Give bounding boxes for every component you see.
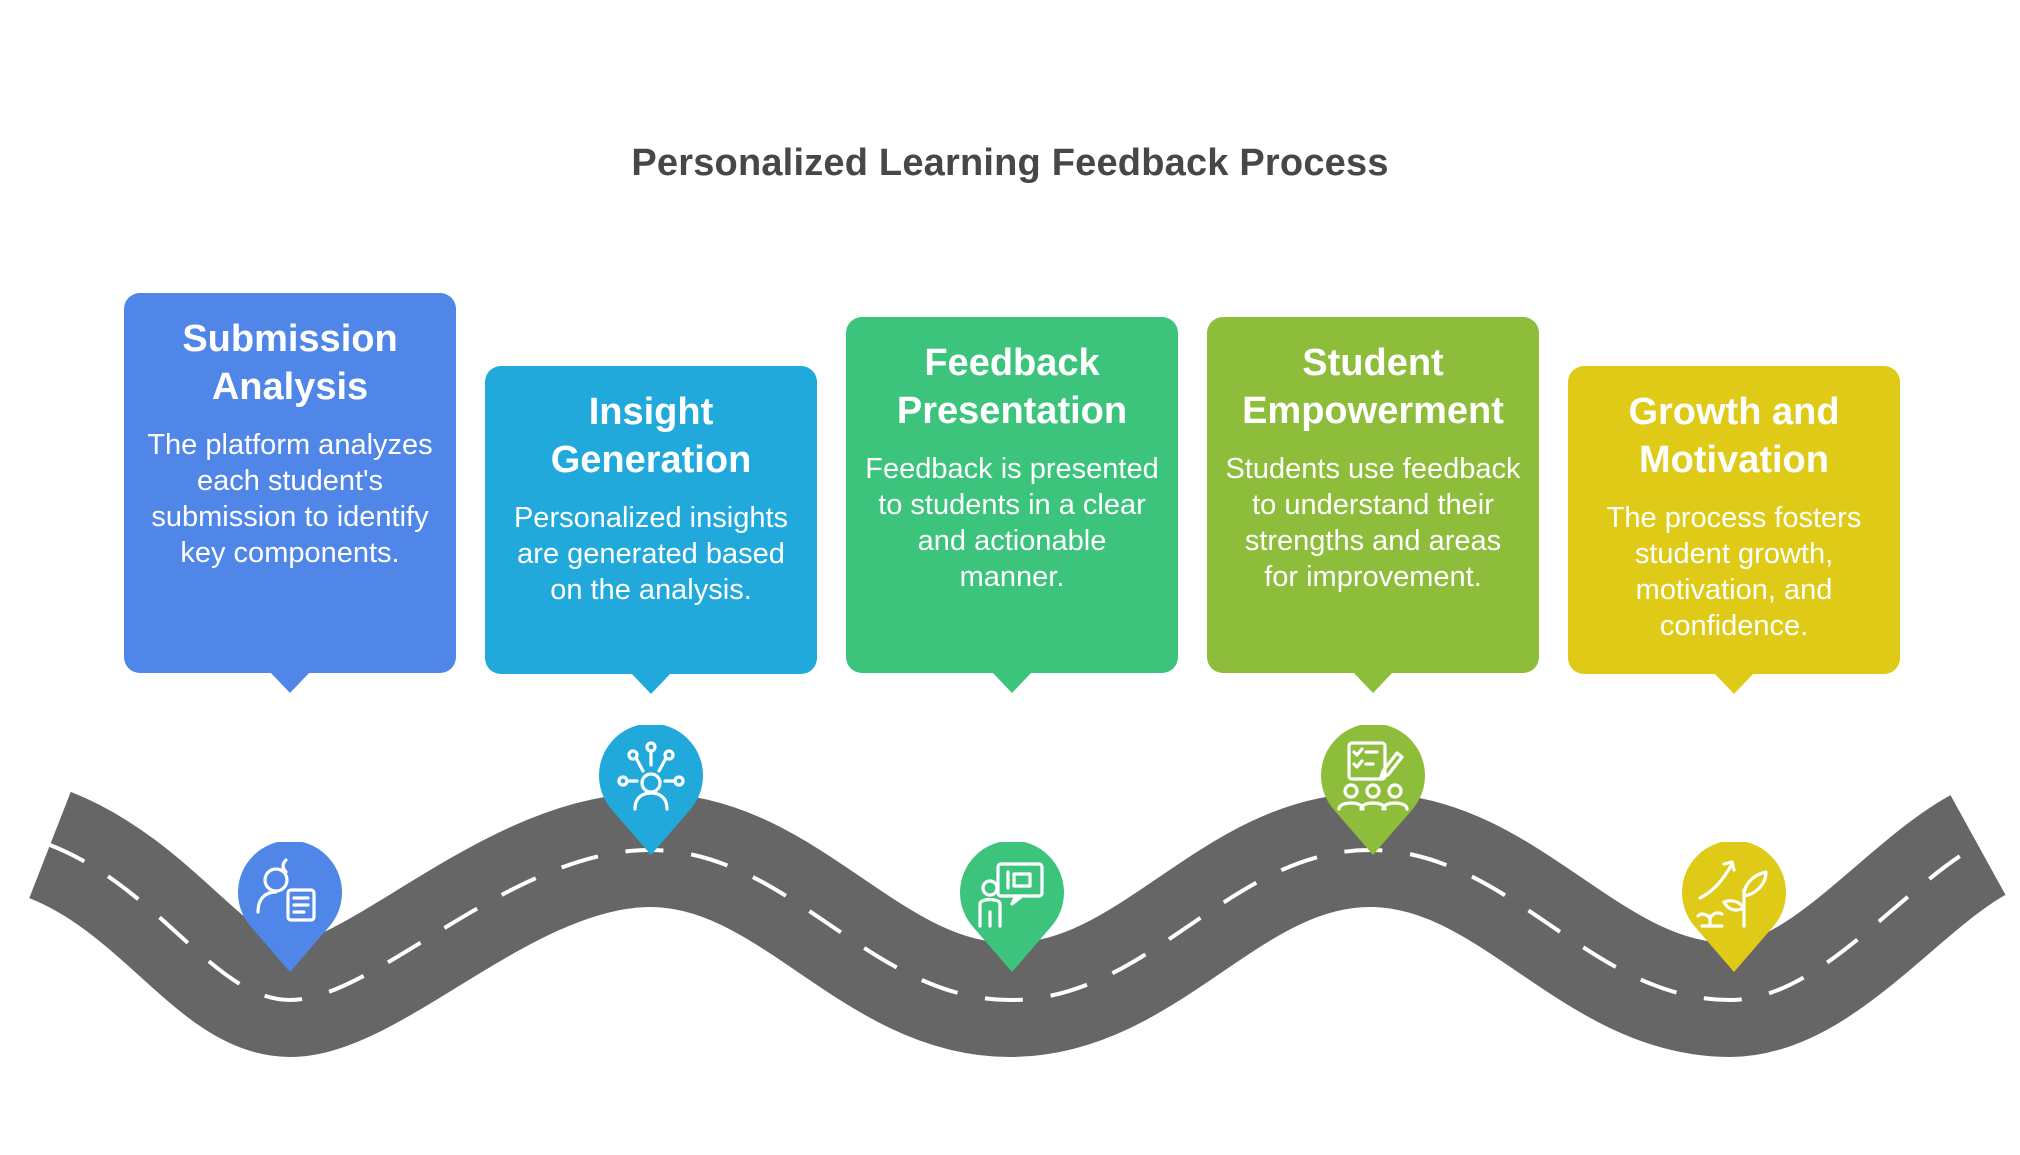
step-card-feedback-presentation: Feedback Presentation Feedback is presen…: [846, 317, 1178, 693]
map-pin-student-empowerment: [1321, 725, 1425, 855]
card-pointer: [270, 672, 310, 693]
checklist-group-icon: [1337, 741, 1409, 811]
map-pin-submission-analysis: [238, 842, 342, 972]
step-card-submission-analysis: Submission Analysis The platform analyze…: [124, 293, 456, 693]
step-title: Feedback Presentation: [896, 342, 1128, 432]
diagram-title: Personalized Learning Feedback Process: [631, 142, 1389, 184]
user-document-icon: [256, 858, 316, 922]
step-title: Student Empowerment: [1242, 342, 1504, 432]
card-pointer: [1714, 673, 1754, 694]
network-person-icon: [617, 741, 685, 811]
road-center-line: [49, 843, 1979, 1003]
step-title: Insight Generation: [550, 391, 752, 481]
presentation-person-icon: [978, 862, 1044, 928]
step-description: The platform analyzes each student's sub…: [147, 429, 433, 569]
step-description: Feedback is presented to students in a c…: [865, 453, 1159, 593]
step-title: Growth and Motivation: [1628, 391, 1840, 481]
step-description: The process fosters student growth, moti…: [1606, 502, 1862, 642]
map-pin-growth-and-motivation: [1682, 842, 1786, 972]
card-pointer: [1353, 672, 1393, 693]
growing-plant-icon: [1696, 860, 1768, 928]
step-card-student-empowerment: Student Empowerment Students use feedbac…: [1207, 317, 1539, 693]
map-pin-feedback-presentation: [960, 842, 1064, 972]
step-title: Submission Analysis: [182, 318, 398, 408]
map-pin-insight-generation: [599, 725, 703, 855]
card-pointer: [631, 673, 671, 694]
step-description: Students use feedback to understand thei…: [1225, 453, 1521, 593]
step-description: Personalized insights are generated base…: [513, 502, 789, 606]
card-pointer: [992, 672, 1032, 693]
step-card-insight-generation: Insight Generation Personalized insights…: [485, 366, 817, 694]
step-card-growth-and-motivation: Growth and Motivation The process foster…: [1568, 366, 1900, 694]
